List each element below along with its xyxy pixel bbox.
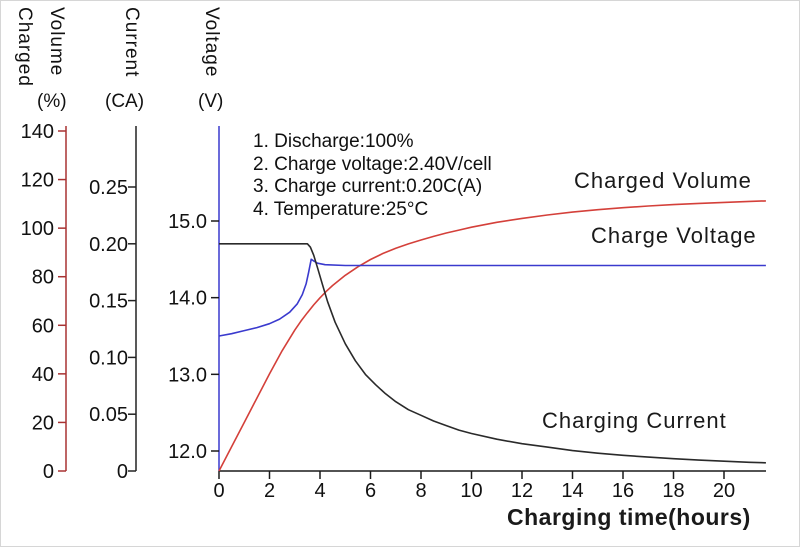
current-axis-unit: (CA) [105,91,145,112]
svg-text:20: 20 [32,412,54,434]
charged-volume-axis-title: Charged Volume [13,7,67,87]
svg-text:40: 40 [32,364,54,386]
svg-text:16: 16 [612,480,634,502]
svg-text:2: 2 [264,480,275,502]
svg-text:0.05: 0.05 [89,404,128,426]
charge-voltage-series-label: Charge Voltage [591,223,757,248]
current-axis-label: Current [121,7,142,78]
svg-text:14: 14 [561,480,583,502]
svg-text:80: 80 [32,267,54,289]
svg-text:100: 100 [21,218,54,240]
test-conditions-note: 1. Discharge:100% 2. Charge voltage:2.40… [253,131,492,221]
svg-text:0.15: 0.15 [89,291,128,313]
svg-text:10: 10 [460,480,482,502]
charged-volume-axis-word-2: Volume [46,7,67,77]
current-axis-title: Current [120,7,142,77]
svg-text:60: 60 [32,315,54,337]
condition-line-4: 4. Temperature:25°C [253,198,429,220]
svg-text:140: 140 [21,121,54,143]
svg-text:6: 6 [365,480,376,502]
svg-text:14.0: 14.0 [168,288,207,310]
svg-text:18: 18 [662,480,684,502]
svg-text:0.20: 0.20 [89,234,128,256]
svg-text:4: 4 [314,480,325,502]
x-axis-title: Charging time(hours) [507,504,751,530]
voltage-axis-label: Voltage [201,7,222,78]
svg-text:0.25: 0.25 [89,177,128,199]
charging-current-series-label: Charging Current [542,408,727,433]
condition-line-3: 3. Charge current:0.20C(A) [253,176,483,197]
svg-text:12: 12 [511,480,533,502]
svg-text:0: 0 [43,461,54,483]
voltage-axis-title: Voltage [200,7,222,77]
svg-text:13.0: 13.0 [168,364,207,386]
svg-text:12.0: 12.0 [168,441,207,463]
svg-text:120: 120 [21,170,54,192]
svg-text:8: 8 [415,480,426,502]
voltage-axis-unit: (V) [198,91,224,112]
charged-volume-series-label: Charged Volume [574,168,752,193]
condition-line-2: 2. Charge voltage:2.40V/cell [253,153,492,175]
svg-text:0: 0 [117,461,128,483]
condition-line-1: 1. Discharge:100% [253,131,414,152]
svg-text:0: 0 [213,480,224,502]
charged-volume-axis-unit: (%) [37,91,67,112]
svg-text:15.0: 15.0 [168,211,207,233]
svg-text:0.10: 0.10 [89,347,128,369]
svg-text:20: 20 [713,480,735,502]
charged-volume-axis-word-1: Charged [14,7,35,87]
